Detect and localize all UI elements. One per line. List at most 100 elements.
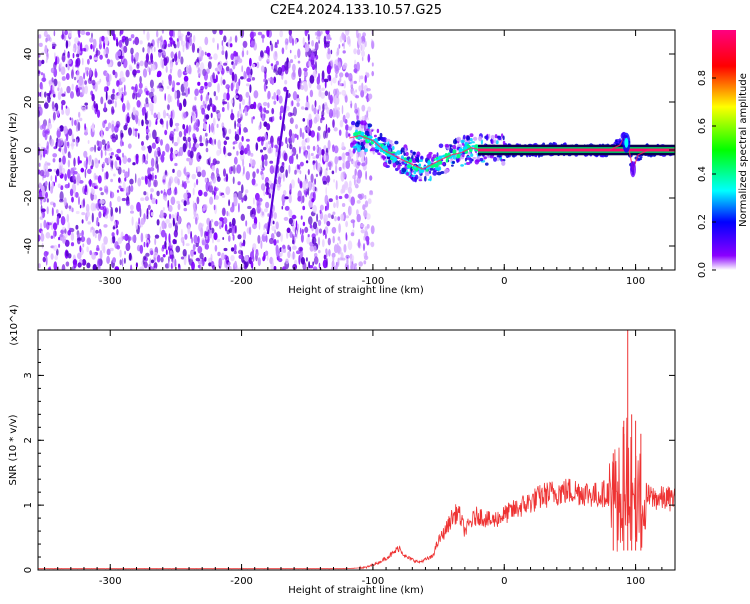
noise-speck <box>277 239 279 244</box>
noise-speck <box>48 266 52 270</box>
noise-speck <box>146 145 152 149</box>
noise-speck <box>222 79 226 85</box>
noise-speck <box>223 145 226 155</box>
noise-speck <box>92 122 95 133</box>
noise-speck <box>47 94 51 104</box>
noise-speck <box>285 169 288 178</box>
noise-speck <box>240 213 245 221</box>
noise-speck <box>233 250 237 255</box>
noise-speck <box>331 214 334 220</box>
noise-speck <box>169 117 173 128</box>
ridge-core <box>458 148 461 153</box>
ridge-halo <box>444 168 449 173</box>
noise-speck <box>320 30 323 35</box>
noise-speck <box>130 47 134 55</box>
noise-speck <box>366 88 371 92</box>
noise-speck <box>63 125 68 135</box>
colorbar-tick-label: 0.2 <box>697 214 708 230</box>
snr-y-label: SNR (10 * v/v) <box>8 414 19 485</box>
ridge-halo <box>370 144 374 148</box>
noise-speck <box>310 152 314 157</box>
noise-speck <box>352 174 357 180</box>
noise-speck <box>160 229 166 238</box>
noise-speck <box>79 204 82 209</box>
noise-speck <box>183 192 188 200</box>
streak-line <box>266 89 289 235</box>
noise-speck <box>287 61 291 69</box>
noise-speck <box>149 91 154 100</box>
noise-speck <box>188 64 192 75</box>
noise-speck <box>162 179 166 183</box>
noise-speck <box>156 219 160 226</box>
noise-speck <box>245 83 250 87</box>
ridge-halo <box>388 147 390 153</box>
noise-speck <box>241 135 244 142</box>
noise-speck <box>166 85 170 90</box>
noise-speck <box>308 41 310 45</box>
y-tick-label: -20 <box>23 190 34 206</box>
noise-speck <box>167 260 170 269</box>
noise-speck <box>55 175 57 183</box>
noise-speck <box>154 174 157 180</box>
noise-speck <box>270 63 274 67</box>
noise-speck <box>195 242 199 248</box>
noise-speck <box>110 93 116 100</box>
noise-speck <box>361 104 366 112</box>
noise-speck <box>296 102 300 107</box>
noise-speck <box>176 211 180 217</box>
noise-speck <box>64 145 68 154</box>
noise-speck <box>91 226 94 231</box>
ridge-halo <box>415 156 420 163</box>
noise-speck <box>353 68 358 73</box>
noise-speck <box>177 203 181 211</box>
x-tick-label: 0 <box>501 276 507 287</box>
noise-speck <box>177 136 180 145</box>
noise-speck <box>125 186 130 196</box>
noise-speck <box>337 236 341 241</box>
noise-speck <box>336 245 341 254</box>
noise-speck <box>146 153 149 161</box>
noise-speck <box>193 182 196 188</box>
noise-speck <box>114 71 118 79</box>
noise-speck <box>214 195 219 200</box>
noise-speck <box>38 182 42 187</box>
noise-speck <box>57 138 62 148</box>
noise-speck <box>238 94 243 102</box>
noise-speck <box>91 93 95 102</box>
ridge-halo <box>502 159 506 162</box>
noise-speck <box>190 115 193 124</box>
noise-speck <box>316 146 322 156</box>
noise-speck <box>314 252 318 258</box>
noise-speck <box>357 169 363 179</box>
ridge-core <box>360 131 365 136</box>
noise-speck <box>198 222 203 232</box>
noise-speck <box>166 120 169 130</box>
noise-speck <box>71 117 74 127</box>
noise-speck <box>59 199 64 203</box>
noise-speck <box>312 70 317 78</box>
ridge-halo <box>469 138 473 142</box>
ridge-halo <box>429 170 432 174</box>
noise-speck <box>172 152 176 160</box>
noise-speck <box>119 158 122 166</box>
noise-speck <box>210 175 215 179</box>
noise-speck <box>287 251 291 259</box>
noise-speck <box>52 153 58 158</box>
noise-speck <box>195 62 200 69</box>
noise-speck <box>314 186 317 192</box>
noise-speck <box>265 201 270 209</box>
noise-speck <box>207 61 212 70</box>
noise-speck <box>124 171 129 179</box>
ridge-halo <box>377 136 381 141</box>
noise-speck <box>154 267 156 270</box>
noise-speck <box>234 59 238 66</box>
noise-speck <box>358 194 363 201</box>
noise-speck <box>262 37 264 44</box>
noise-speck <box>177 151 181 157</box>
noise-speck <box>308 118 313 127</box>
noise-speck <box>79 117 83 122</box>
noise-speck <box>323 214 328 224</box>
noise-speck <box>268 117 273 122</box>
noise-speck <box>208 262 212 267</box>
